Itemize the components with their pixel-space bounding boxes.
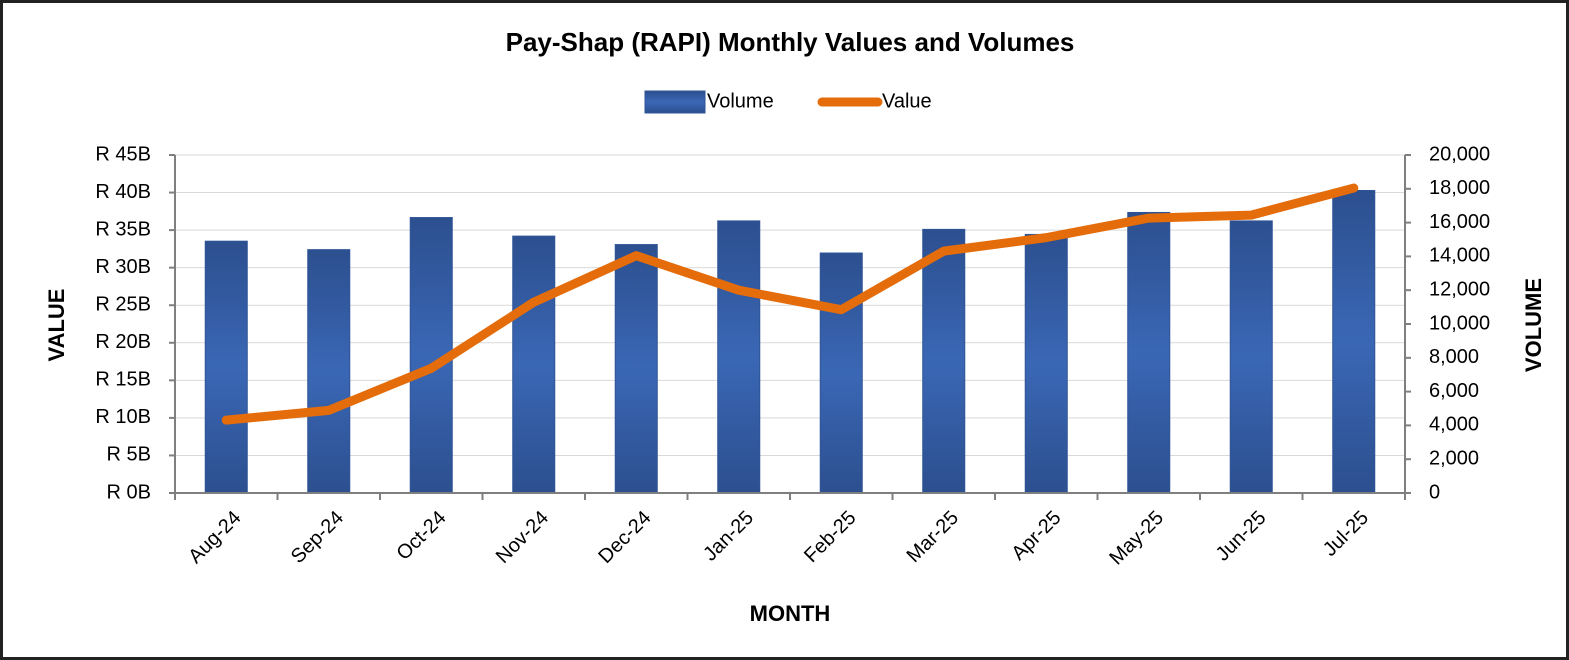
y-tick-label: R 0B xyxy=(107,481,151,503)
chart-title: Pay-Shap (RAPI) Monthly Values and Volum… xyxy=(506,27,1075,57)
legend-swatch xyxy=(644,90,706,114)
y2-tick-label: 12,000 xyxy=(1429,278,1490,300)
y2-axis-title: VOLUME xyxy=(1521,278,1546,372)
y2-tick-label: 10,000 xyxy=(1429,312,1490,334)
y-tick-label: R 30B xyxy=(95,256,151,278)
bar xyxy=(1127,211,1171,494)
y2-tick-label: 2,000 xyxy=(1429,447,1479,469)
y2-tick-label: 18,000 xyxy=(1429,177,1490,199)
value-line xyxy=(221,183,1359,425)
bar xyxy=(614,244,658,494)
y-tick-label: R 25B xyxy=(95,294,151,316)
y-tick-label: R 45B xyxy=(95,143,151,165)
bar xyxy=(1229,220,1273,494)
y2-tick-label: 16,000 xyxy=(1429,211,1490,233)
y-tick-label: R 5B xyxy=(107,444,151,466)
bar xyxy=(717,220,761,494)
y2-tick-label: 6,000 xyxy=(1429,380,1479,402)
y-tick-label: R 20B xyxy=(95,331,151,353)
y2-tick-label: 20,000 xyxy=(1429,143,1490,165)
y-axis-title: VALUE xyxy=(44,289,69,362)
y2-tick-label: 4,000 xyxy=(1429,414,1479,436)
y-tick-label: R 15B xyxy=(95,369,151,391)
y2-tick-label: 8,000 xyxy=(1429,346,1479,368)
bar xyxy=(922,228,966,494)
y-tick-label: R 10B xyxy=(95,406,151,428)
y-tick-label: R 40B xyxy=(95,181,151,203)
y-tick-label: R 35B xyxy=(95,218,151,240)
y2-tick-label: 0 xyxy=(1429,481,1440,503)
y2-tick-label: 14,000 xyxy=(1429,245,1490,267)
bar xyxy=(1332,189,1376,494)
legend-label: Value xyxy=(882,90,932,112)
legend-label: Volume xyxy=(707,90,774,112)
bar xyxy=(819,252,863,494)
bar xyxy=(307,249,351,494)
bar xyxy=(204,240,248,494)
bar xyxy=(512,235,556,494)
x-axis-title: MONTH xyxy=(750,601,831,626)
bar xyxy=(1024,233,1068,494)
